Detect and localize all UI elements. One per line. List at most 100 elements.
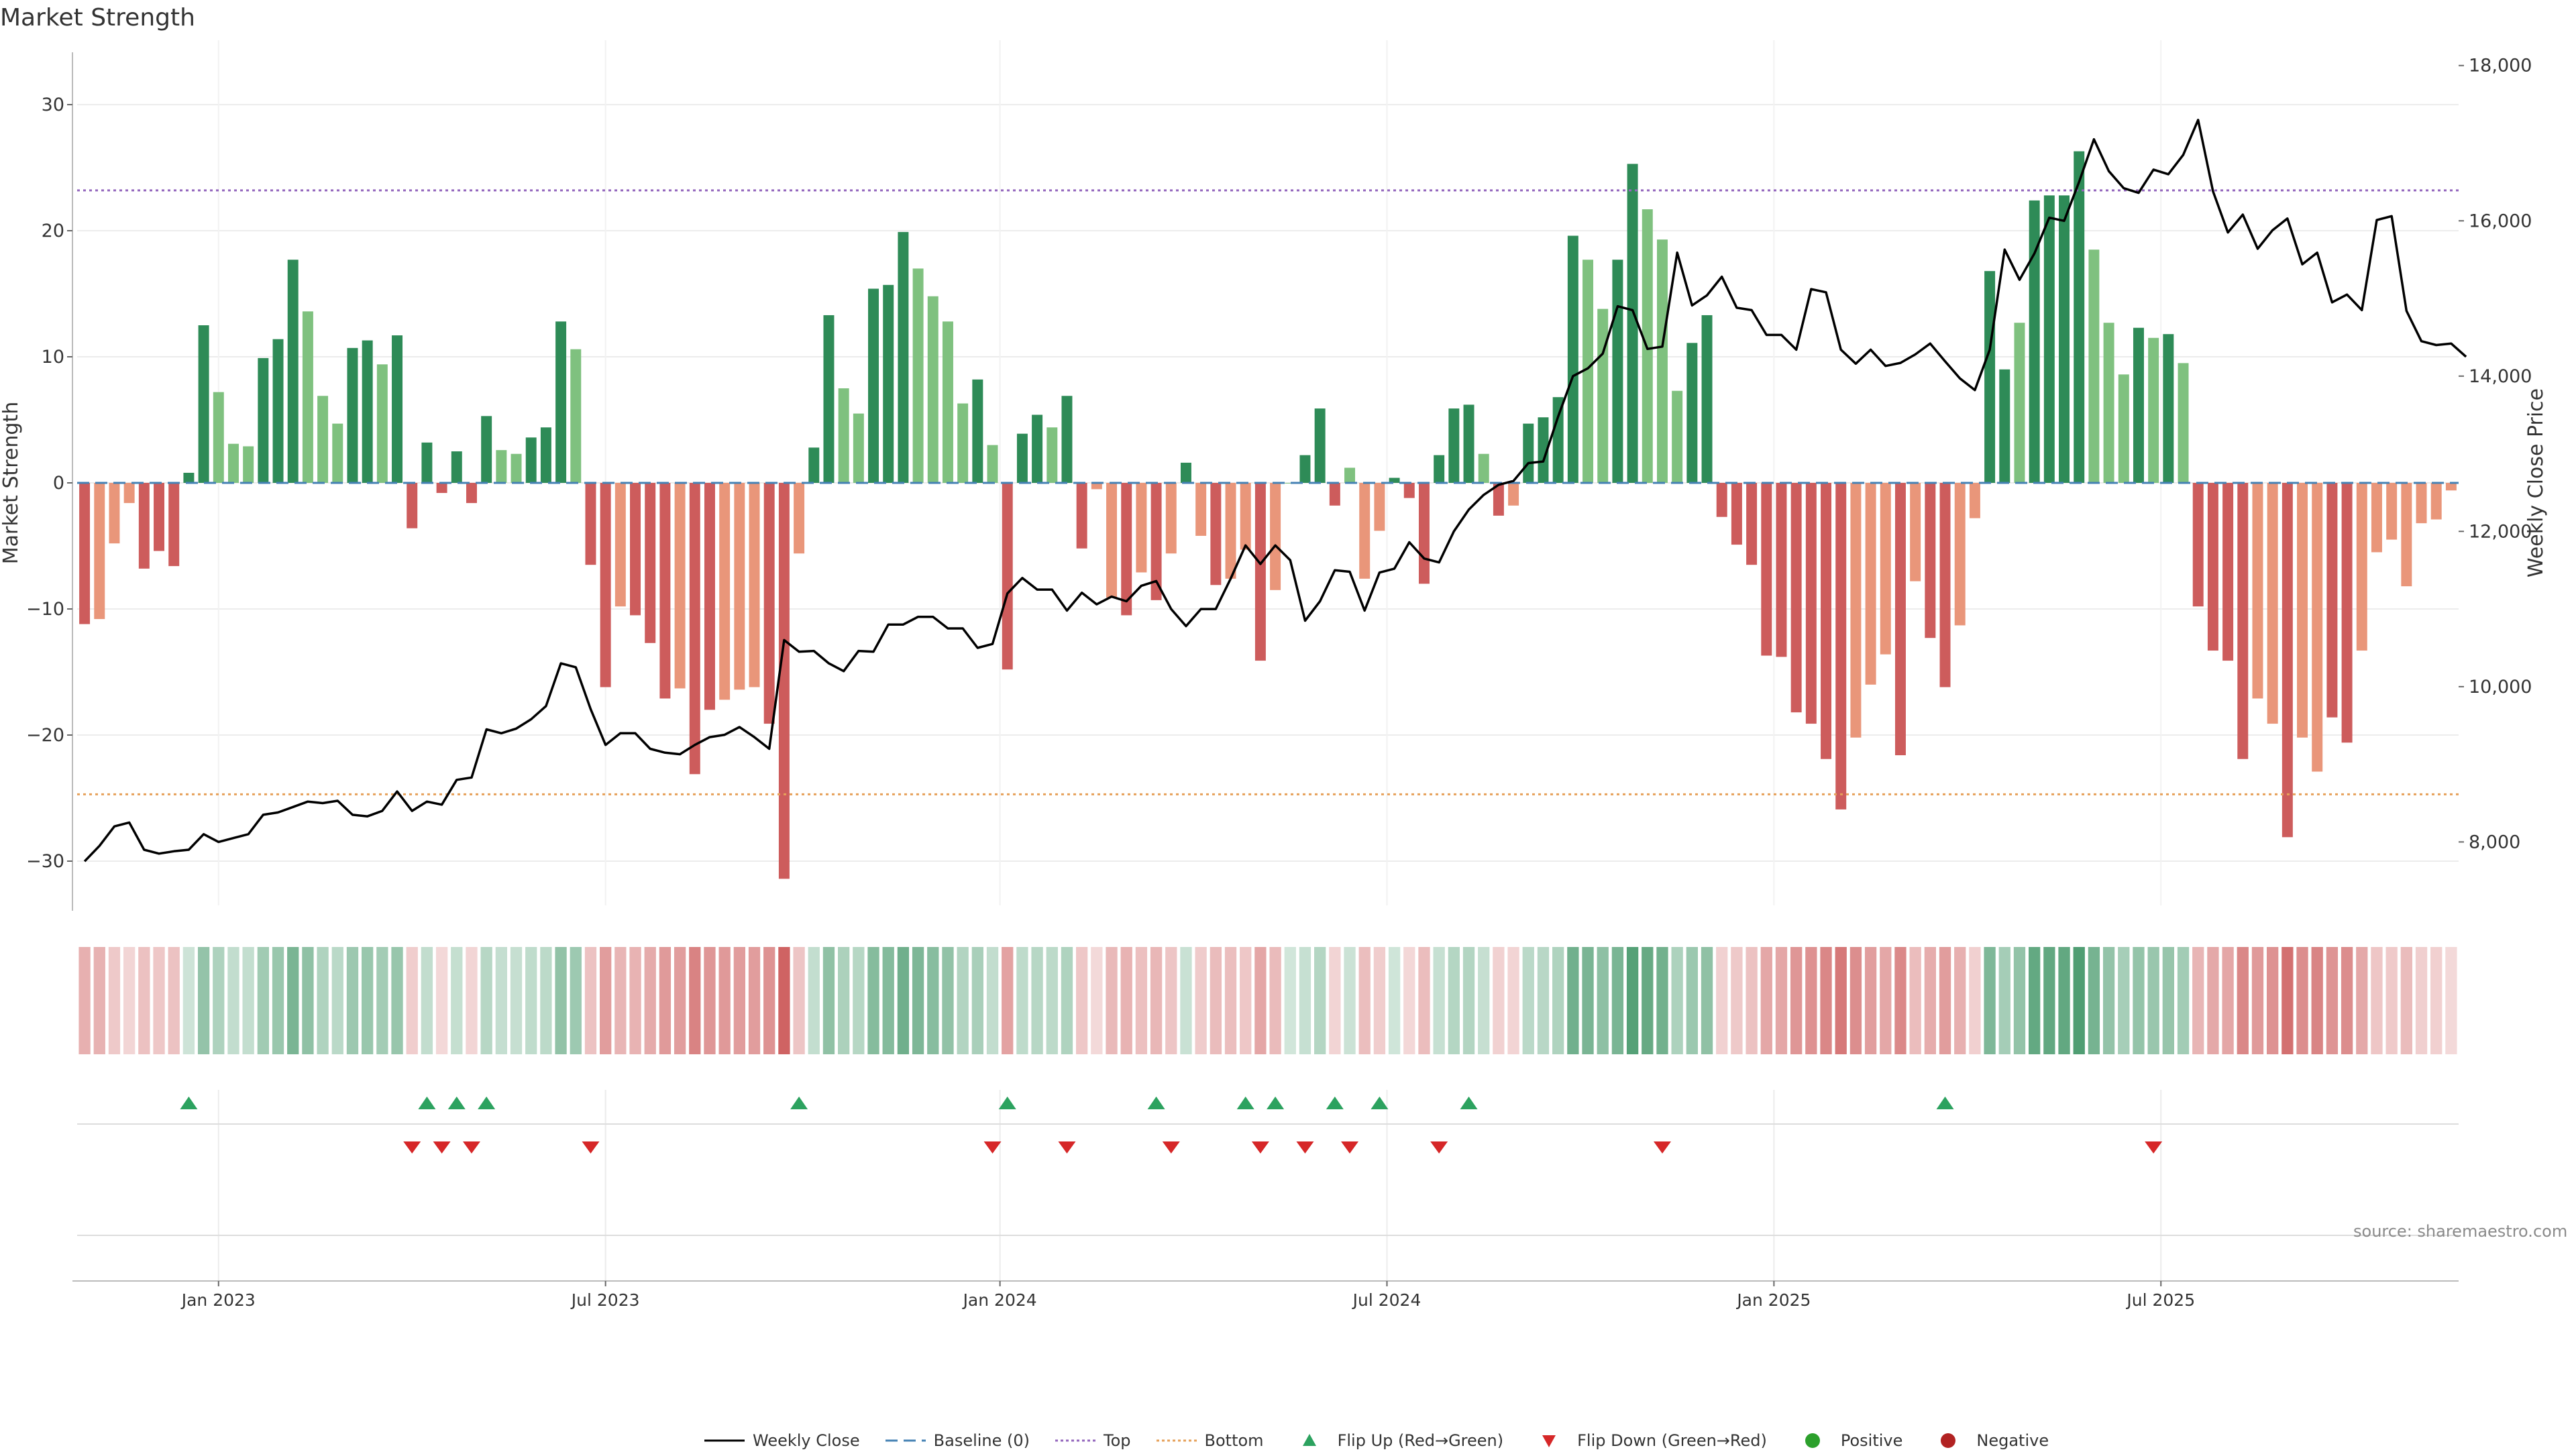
- heat-cell: [2356, 947, 2368, 1054]
- legend-top-symbol: [1055, 1439, 1096, 1442]
- strength-bar: [317, 396, 329, 483]
- heat-cell: [362, 947, 374, 1054]
- heat-cell: [525, 947, 537, 1054]
- strength-bar: [1790, 483, 1802, 713]
- strength-bar: [2118, 374, 2129, 483]
- strength-bar: [883, 284, 894, 483]
- heat-cell: [2237, 947, 2249, 1054]
- heat-cell: [1671, 947, 1683, 1054]
- heat-cell: [346, 947, 359, 1054]
- heat-cell: [1493, 947, 1505, 1054]
- heat-cell: [1002, 947, 1014, 1054]
- heat-cell: [763, 947, 775, 1054]
- strength-bar: [704, 483, 715, 710]
- strength-bar: [213, 392, 224, 483]
- heat-cell: [227, 947, 239, 1054]
- heat-cell: [867, 947, 879, 1054]
- heat-cell: [1760, 947, 1772, 1054]
- strength-bar: [198, 325, 209, 483]
- chart-legend: Weekly Close Baseline (0) Top Bottom Fli…: [704, 1427, 2074, 1454]
- strength-bar: [2326, 483, 2338, 718]
- heat-cell: [748, 947, 761, 1054]
- heat-cell: [1998, 947, 2010, 1054]
- heat-cell: [1016, 947, 1028, 1054]
- heat-cell: [1061, 947, 1073, 1054]
- chart-axes: −30 −20 −10 0 10 20 30 8,000 10,000 12,000 14,000 1…: [26, 52, 2532, 1282]
- strength-bar: [942, 321, 953, 483]
- heat-cell: [1091, 947, 1103, 1054]
- heat-cell: [555, 947, 567, 1054]
- strength-bar: [94, 483, 105, 620]
- heat-cell: [138, 947, 150, 1054]
- heat-cell: [2029, 947, 2041, 1054]
- flip-up-marker: [790, 1097, 808, 1109]
- flip-markers: [77, 1097, 2459, 1236]
- heat-cell: [451, 947, 463, 1054]
- strength-bar: [749, 483, 760, 687]
- heat-cell: [2400, 947, 2412, 1054]
- strength-bar: [1002, 483, 1013, 670]
- heat-cell: [2430, 947, 2443, 1054]
- heat-cell: [272, 947, 284, 1054]
- page-title: Market Strength: [0, 4, 195, 32]
- heat-cell: [1820, 947, 1832, 1054]
- strength-bar: [1150, 483, 1162, 600]
- heat-cell: [2415, 947, 2428, 1054]
- x-tick-label: Jul 2024: [1352, 1290, 1421, 1310]
- flip-up-marker: [418, 1097, 436, 1109]
- flip-down-marker: [1430, 1141, 1448, 1154]
- strength-bar: [1448, 408, 1460, 483]
- strength-bar: [481, 416, 492, 483]
- strength-bar: [2222, 483, 2234, 661]
- heat-cell: [1880, 947, 1892, 1054]
- strength-bar: [168, 483, 180, 567]
- heat-cell: [2267, 947, 2279, 1054]
- strength-bar: [778, 483, 790, 879]
- strength-bar: [1969, 483, 1980, 518]
- heat-cell: [2192, 947, 2204, 1054]
- heat-cell: [1522, 947, 1534, 1054]
- heat-cell: [718, 947, 731, 1054]
- heat-cell: [1269, 947, 1281, 1054]
- heat-cell: [2326, 947, 2339, 1054]
- heat-cell: [1433, 947, 1445, 1054]
- heat-cell: [793, 947, 805, 1054]
- strength-bar: [138, 483, 150, 569]
- strength-bar: [1746, 483, 1758, 565]
- strength-bar: [1656, 239, 1668, 483]
- strength-bar: [436, 483, 447, 494]
- y2-tick-label: 14,000: [2469, 366, 2532, 387]
- strength-bar: [1240, 483, 1251, 550]
- strength-bar: [1821, 483, 1832, 759]
- strength-bar: [957, 403, 969, 483]
- heat-cell: [822, 947, 835, 1054]
- legend-negative: Negative: [1928, 1431, 2049, 1450]
- legend-bottom: Bottom: [1156, 1431, 1264, 1450]
- price-series: [83, 119, 2467, 862]
- strength-bar: [540, 427, 551, 483]
- strength-bar: [1165, 483, 1177, 554]
- heat-cell: [1240, 947, 1252, 1054]
- heat-cell: [1909, 947, 1921, 1054]
- strength-bar: [2312, 483, 2323, 772]
- strength-bar: [1939, 483, 1951, 687]
- flip-down-marker: [1058, 1141, 1076, 1154]
- heat-cell: [2371, 947, 2383, 1054]
- strength-bar: [987, 445, 998, 483]
- flip-down-marker: [1162, 1141, 1180, 1154]
- strength-bar: [1225, 483, 1236, 579]
- flip-down-marker: [2145, 1141, 2163, 1154]
- flip-up-marker: [1371, 1097, 1389, 1109]
- strength-bar: [1314, 408, 1326, 483]
- heat-cell: [1284, 947, 1296, 1054]
- heat-cell: [2282, 947, 2294, 1054]
- heat-cell: [480, 947, 492, 1054]
- strength-bar: [1106, 483, 1118, 598]
- heat-cell: [1224, 947, 1237, 1054]
- heat-cell: [1626, 947, 1639, 1054]
- heat-cell: [1076, 947, 1088, 1054]
- strength-bar: [1285, 483, 1296, 484]
- heat-cell: [733, 947, 745, 1054]
- strength-bar: [1463, 404, 1474, 483]
- strength-bar: [1210, 483, 1222, 585]
